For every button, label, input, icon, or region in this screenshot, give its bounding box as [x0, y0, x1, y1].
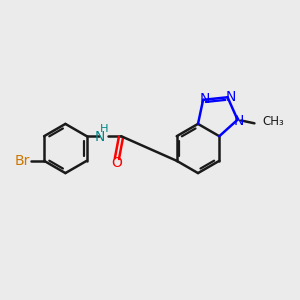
Text: H: H: [100, 124, 109, 134]
Text: CH₃: CH₃: [262, 115, 284, 128]
Text: Br: Br: [15, 154, 30, 168]
Text: N: N: [225, 90, 236, 104]
Text: N: N: [199, 92, 209, 106]
Text: N: N: [95, 130, 106, 144]
Text: O: O: [111, 156, 122, 170]
Text: N: N: [234, 114, 244, 128]
